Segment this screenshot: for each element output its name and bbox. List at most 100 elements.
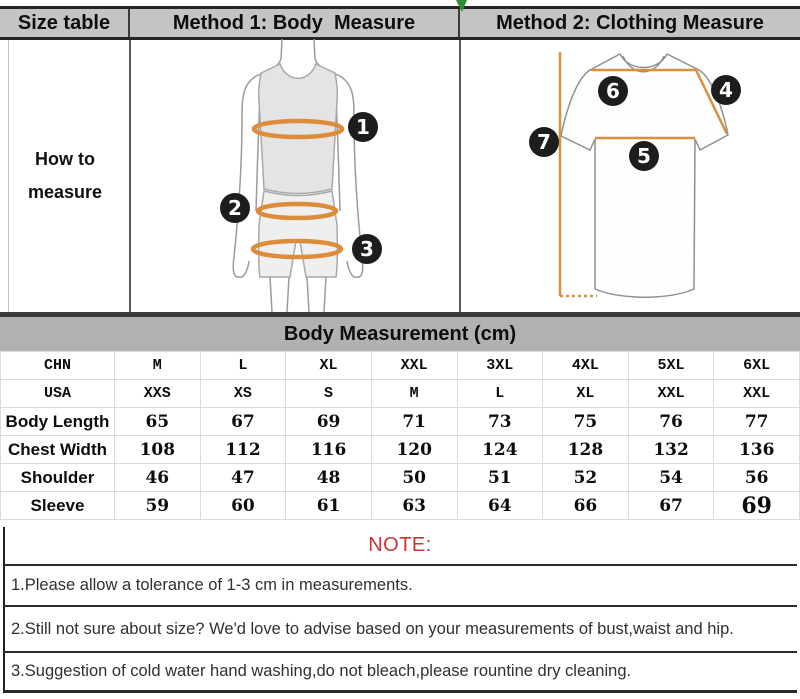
column-divider xyxy=(129,40,131,312)
bottom-border-line xyxy=(3,690,797,693)
measure-lines xyxy=(250,118,345,260)
top-header-band: Size table Method 1: Body Measure Method… xyxy=(0,6,800,40)
table-cell: 59 xyxy=(115,492,201,520)
badge-6-circle xyxy=(598,76,628,106)
table-cell: 65 xyxy=(115,408,201,436)
note-title: NOTE: xyxy=(368,534,432,556)
table-cell: 136 xyxy=(714,436,800,464)
badge-4-number: 4 xyxy=(719,78,733,102)
badge-4-circle xyxy=(711,75,741,105)
table-cell: 54 xyxy=(628,464,715,492)
table-cell: M xyxy=(371,380,458,408)
badge-2-circle xyxy=(220,193,250,223)
table-cell: 63 xyxy=(371,492,458,520)
table-cell: 50 xyxy=(371,464,458,492)
row-label: Chest Width xyxy=(0,436,115,464)
badge-3-number: 3 xyxy=(360,237,374,261)
table-cell: 132 xyxy=(628,436,715,464)
table-cell: 64 xyxy=(457,492,544,520)
table-cell: 61 xyxy=(286,492,372,520)
size-table: CHN M L XL XXL 3XL 4XL 5XL 6XL USA XXS X… xyxy=(0,351,800,520)
note-item: 1.Please allow a tolerance of 1-3 cm in … xyxy=(11,576,413,594)
size-table-header: Size table xyxy=(0,9,130,37)
tank-top xyxy=(257,62,339,195)
table-cell: 112 xyxy=(200,436,287,464)
table-cell: 124 xyxy=(457,436,544,464)
row-label: USA xyxy=(0,380,115,408)
note-item: 2.Still not sure about size? We'd love t… xyxy=(11,619,734,638)
table-cell: 56 xyxy=(714,464,800,492)
table-cell: 48 xyxy=(286,464,372,492)
how-to-measure-label: How to measure xyxy=(27,148,103,202)
badge-7-circle xyxy=(529,127,559,157)
table-cell: 69 xyxy=(286,408,372,436)
table-cell: 116 xyxy=(286,436,372,464)
table-cell: 67 xyxy=(200,408,287,436)
table-cell: 77 xyxy=(714,408,800,436)
table-cell: L xyxy=(457,380,544,408)
method1-header: Method 1: Body Measure xyxy=(130,9,460,37)
table-cell: XXL xyxy=(628,380,715,408)
table-cell: 120 xyxy=(371,436,458,464)
table-cell: 66 xyxy=(543,492,629,520)
table-cell: 6XL xyxy=(714,352,800,380)
badge-1-circle xyxy=(348,112,378,142)
table-cell: 3XL xyxy=(457,352,544,380)
divider-line xyxy=(3,605,797,607)
table-cell: M xyxy=(115,352,201,380)
note-item: 3.Suggestion of cold water hand washing,… xyxy=(11,662,632,680)
tshirt-illustration: 6 4 7 5 xyxy=(529,52,741,298)
notes-left-border xyxy=(3,527,5,693)
body-measurement-band: Body Measurement (cm) xyxy=(0,317,800,351)
body-outline xyxy=(232,39,364,312)
badge-3-circle xyxy=(352,234,382,264)
row-label: Body Length xyxy=(0,408,115,436)
row-label: Sleeve xyxy=(0,492,115,520)
row-label: Shoulder xyxy=(0,464,115,492)
table-cell: 4XL xyxy=(543,352,629,380)
cell-border-line xyxy=(8,40,9,312)
measure-lines xyxy=(558,52,729,298)
table-cell: 69 xyxy=(714,492,800,520)
table-cell: 73 xyxy=(457,408,544,436)
badge-6-number: 6 xyxy=(606,79,620,103)
row-label: CHN xyxy=(0,352,115,380)
badge-1-number: 1 xyxy=(356,115,370,139)
clothing-badges: 6 4 7 5 xyxy=(529,75,741,171)
collar-inner-line xyxy=(622,55,665,73)
table-cell: 5XL xyxy=(628,352,715,380)
tshirt-outline xyxy=(560,52,729,298)
table-cell: 51 xyxy=(457,464,544,492)
table-cell: XS xyxy=(200,380,287,408)
waist-measure-ellipse xyxy=(255,201,339,221)
green-triangle-artifact xyxy=(456,0,467,12)
badge-5-circle xyxy=(629,141,659,171)
divider-line xyxy=(3,651,797,653)
table-cell: 76 xyxy=(628,408,715,436)
table-cell: L xyxy=(200,352,287,380)
column-divider xyxy=(459,40,461,312)
table-cell: XXL xyxy=(371,352,458,380)
method2-header: Method 2: Clothing Measure xyxy=(496,11,764,34)
body-figure-illustration: 1 2 3 xyxy=(220,39,382,312)
table-cell: 47 xyxy=(200,464,287,492)
table-cell: 128 xyxy=(543,436,629,464)
badge-2-number: 2 xyxy=(228,196,242,220)
table-cell: XXS xyxy=(115,380,201,408)
table-cell: 46 xyxy=(115,464,201,492)
table-cell: 60 xyxy=(200,492,287,520)
table-cell: 52 xyxy=(543,464,629,492)
sleeve-measure-line xyxy=(694,69,729,135)
table-cell: S xyxy=(286,380,372,408)
badge-7-number: 7 xyxy=(537,130,551,154)
chest-measure-ellipse xyxy=(251,118,345,140)
table-cell: 75 xyxy=(543,408,629,436)
dark-separator-bar xyxy=(0,312,800,317)
table-cell: 67 xyxy=(628,492,715,520)
badge-5-number: 5 xyxy=(637,144,651,168)
table-cell: XXL xyxy=(714,380,800,408)
table-cell: XL xyxy=(286,352,372,380)
body-badges: 1 2 3 xyxy=(220,112,382,264)
table-cell: XL xyxy=(543,380,629,408)
notes-section: NOTE: 1.Please allow a tolerance of 1-3 … xyxy=(0,527,800,693)
